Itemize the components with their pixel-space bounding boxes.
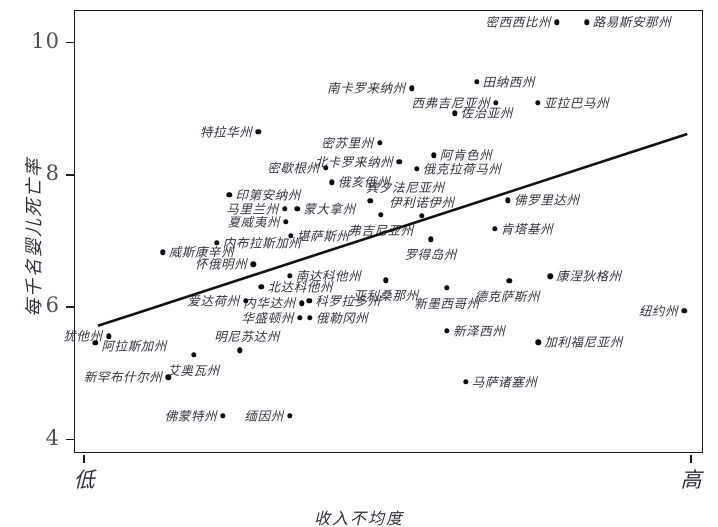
point-label: 堪萨斯州 bbox=[297, 228, 350, 244]
point-label: 德克萨斯州 bbox=[474, 288, 541, 304]
point-label: 华盛顿州 bbox=[241, 310, 294, 326]
data-point bbox=[554, 19, 560, 25]
y-axis-tick bbox=[66, 438, 74, 441]
data-point bbox=[583, 19, 590, 25]
data-point bbox=[444, 328, 450, 334]
data-point bbox=[92, 340, 99, 346]
data-point bbox=[535, 339, 541, 346]
point-label: 明尼苏达州 bbox=[214, 329, 280, 345]
y-axis-tick-label: 4 bbox=[45, 425, 60, 450]
point-label: 阿拉斯加州 bbox=[101, 338, 167, 354]
data-point bbox=[165, 374, 172, 381]
point-label: 特拉华州 bbox=[199, 124, 253, 140]
point-label: 佛蒙特州 bbox=[164, 408, 218, 424]
point-label: 田纳西州 bbox=[482, 74, 535, 90]
point-label: 蒙大拿州 bbox=[303, 201, 356, 217]
data-point bbox=[287, 413, 293, 419]
y-axis-tick-label: 10 bbox=[31, 28, 60, 53]
data-point bbox=[451, 110, 458, 117]
plot-area-frame bbox=[74, 10, 703, 453]
point-label: 西弗吉尼亚州 bbox=[411, 95, 491, 111]
y-axis-tick bbox=[66, 306, 74, 309]
point-label: 罗得岛州 bbox=[404, 247, 457, 263]
point-label: 加利福尼亚州 bbox=[544, 335, 623, 351]
point-label: 密歇根州 bbox=[267, 160, 320, 176]
data-point bbox=[255, 129, 261, 135]
x-axis-title: 收入不均度 bbox=[313, 509, 404, 527]
y-axis-tick-label: 8 bbox=[45, 160, 60, 185]
point-label: 缅因州 bbox=[244, 408, 284, 424]
point-label: 密西西比州 bbox=[485, 14, 552, 30]
point-label: 艾奥瓦州 bbox=[167, 362, 220, 378]
point-label: 佛罗里达州 bbox=[514, 192, 580, 208]
data-point bbox=[220, 413, 226, 419]
point-label: 夏威夷州 bbox=[227, 214, 280, 230]
point-label: 路易斯安那州 bbox=[592, 14, 672, 30]
data-point bbox=[473, 79, 480, 85]
point-label: 新墨西哥州 bbox=[414, 296, 480, 312]
y-axis-tick bbox=[66, 174, 74, 176]
data-point bbox=[534, 100, 541, 106]
data-point bbox=[190, 352, 197, 358]
y-axis-tick-label: 6 bbox=[45, 293, 60, 318]
point-label: 俄勒冈州 bbox=[315, 310, 369, 326]
point-label: 南卡罗来纳州 bbox=[327, 81, 406, 97]
point-label: 新泽西州 bbox=[452, 323, 506, 339]
x-axis-tick bbox=[83, 454, 85, 463]
point-label: 亚拉巴马州 bbox=[543, 95, 610, 111]
x-axis-tick bbox=[690, 454, 692, 463]
data-point bbox=[493, 100, 499, 106]
point-label: 马萨诸塞州 bbox=[471, 374, 538, 390]
x-axis-tick-label: 高 bbox=[680, 468, 702, 492]
point-label: 佐治亚州 bbox=[460, 106, 513, 122]
point-label: 弗吉尼亚州 bbox=[348, 222, 414, 238]
point-label: 纽约州 bbox=[638, 303, 679, 319]
y-axis-tick bbox=[66, 41, 74, 44]
point-label: 科罗拉多州 bbox=[315, 293, 381, 309]
point-label: 肯塔基州 bbox=[500, 221, 554, 237]
data-point bbox=[237, 347, 243, 353]
point-label: 怀俄明州 bbox=[194, 257, 248, 273]
data-point bbox=[409, 85, 415, 92]
point-label: 新罕布什尔州 bbox=[83, 370, 163, 386]
x-axis-tick-label: 低 bbox=[73, 468, 95, 492]
point-label: 康涅狄格州 bbox=[556, 268, 622, 284]
point-label: 密苏里州 bbox=[321, 135, 374, 151]
point-label: 爱达荷州 bbox=[187, 293, 240, 309]
point-label: 犹他州 bbox=[63, 329, 103, 345]
point-label: 俄克拉荷马州 bbox=[422, 161, 502, 177]
data-point bbox=[105, 333, 112, 340]
data-point bbox=[463, 379, 469, 385]
point-label: 伊利诺伊州 bbox=[389, 194, 455, 210]
